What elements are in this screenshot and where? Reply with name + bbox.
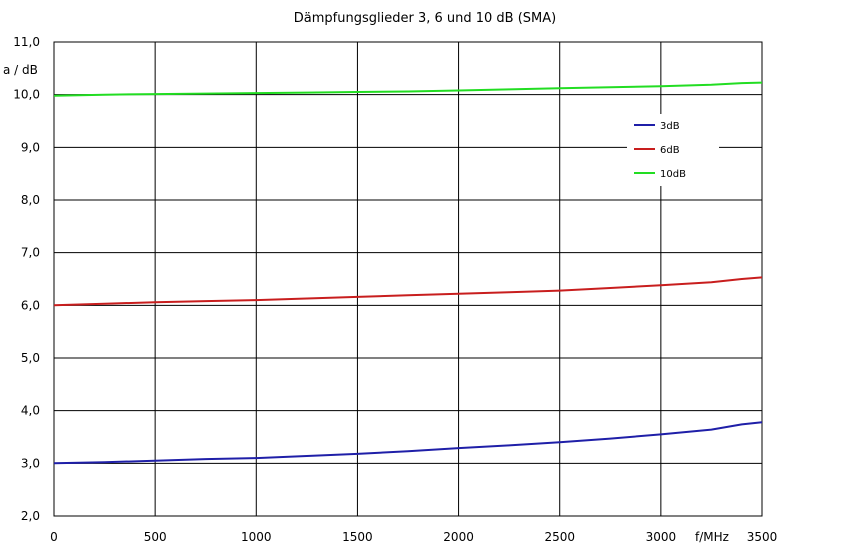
series-line-3dB [53,421,763,465]
y-axis-label: a / dB [3,63,38,77]
x-axis-label: f/MHz [695,530,729,544]
y-tick-label: 5,0 [21,351,40,365]
chart-title: Dämpfungsglieder 3, 6 und 10 dB (SMA) [294,11,556,26]
y-tick-label: 11,0 [13,35,40,49]
x-tick-label: 3000 [646,530,677,544]
x-tick-label: 2000 [443,530,474,544]
y-tick-label: 10,0 [13,88,40,102]
x-tick-label: 1500 [342,530,373,544]
legend-label-3dB: 3dB [660,121,680,132]
legend-label-10dB: 10dB [660,169,686,180]
plot-area-frame [53,41,763,517]
legend: 3dB 6dB 10dB [627,114,719,186]
x-tick-label: 3500 [747,530,778,544]
y-tick-label: 7,0 [21,246,40,260]
legend-label-6dB: 6dB [660,145,680,156]
y-axis-ticks: 2,0 3,0 4,0 5,0 6,0 7,0 8,0 9,0 10,0 11,0 [13,35,40,523]
x-tick-label: 0 [50,530,58,544]
x-axis-ticks: 0 500 1000 1500 2000 2500 3000 3500 [50,530,777,544]
x-tick-label: 500 [144,530,167,544]
y-tick-label: 2,0 [21,509,40,523]
y-tick-label: 9,0 [21,140,40,154]
y-tick-label: 4,0 [21,404,40,418]
series-line-10dB [53,81,763,97]
plot-area-border [53,41,763,517]
y-tick-label: 8,0 [21,193,40,207]
series-lines [53,81,763,465]
y-tick-label: 3,0 [21,456,40,470]
x-tick-label: 2500 [544,530,575,544]
y-tick-label: 6,0 [21,298,40,312]
series-line-6dB [53,276,763,307]
x-tick-label: 1000 [241,530,272,544]
